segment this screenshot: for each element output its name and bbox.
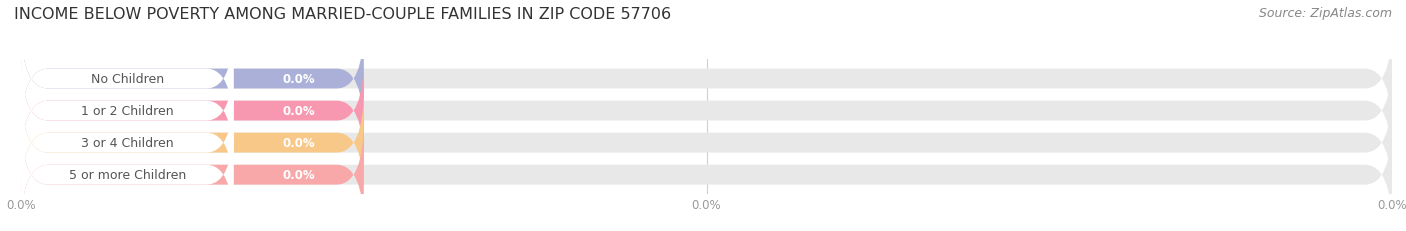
Text: INCOME BELOW POVERTY AMONG MARRIED-COUPLE FAMILIES IN ZIP CODE 57706: INCOME BELOW POVERTY AMONG MARRIED-COUPL… [14,7,671,22]
FancyBboxPatch shape [21,89,233,197]
FancyBboxPatch shape [21,121,233,229]
FancyBboxPatch shape [21,89,1392,197]
Text: 1 or 2 Children: 1 or 2 Children [82,105,174,118]
FancyBboxPatch shape [21,25,1392,133]
Text: 0.0%: 0.0% [283,105,315,118]
Text: 5 or more Children: 5 or more Children [69,168,186,181]
FancyBboxPatch shape [21,57,1392,165]
FancyBboxPatch shape [21,121,1392,229]
Text: 0.0%: 0.0% [283,137,315,149]
FancyBboxPatch shape [21,25,364,133]
Text: 0.0%: 0.0% [283,168,315,181]
Text: Source: ZipAtlas.com: Source: ZipAtlas.com [1258,7,1392,20]
Text: 3 or 4 Children: 3 or 4 Children [82,137,174,149]
FancyBboxPatch shape [21,121,364,229]
Text: 0.0%: 0.0% [283,73,315,86]
FancyBboxPatch shape [21,89,364,197]
FancyBboxPatch shape [21,57,364,165]
FancyBboxPatch shape [21,25,233,133]
Text: No Children: No Children [91,73,165,86]
FancyBboxPatch shape [21,57,233,165]
